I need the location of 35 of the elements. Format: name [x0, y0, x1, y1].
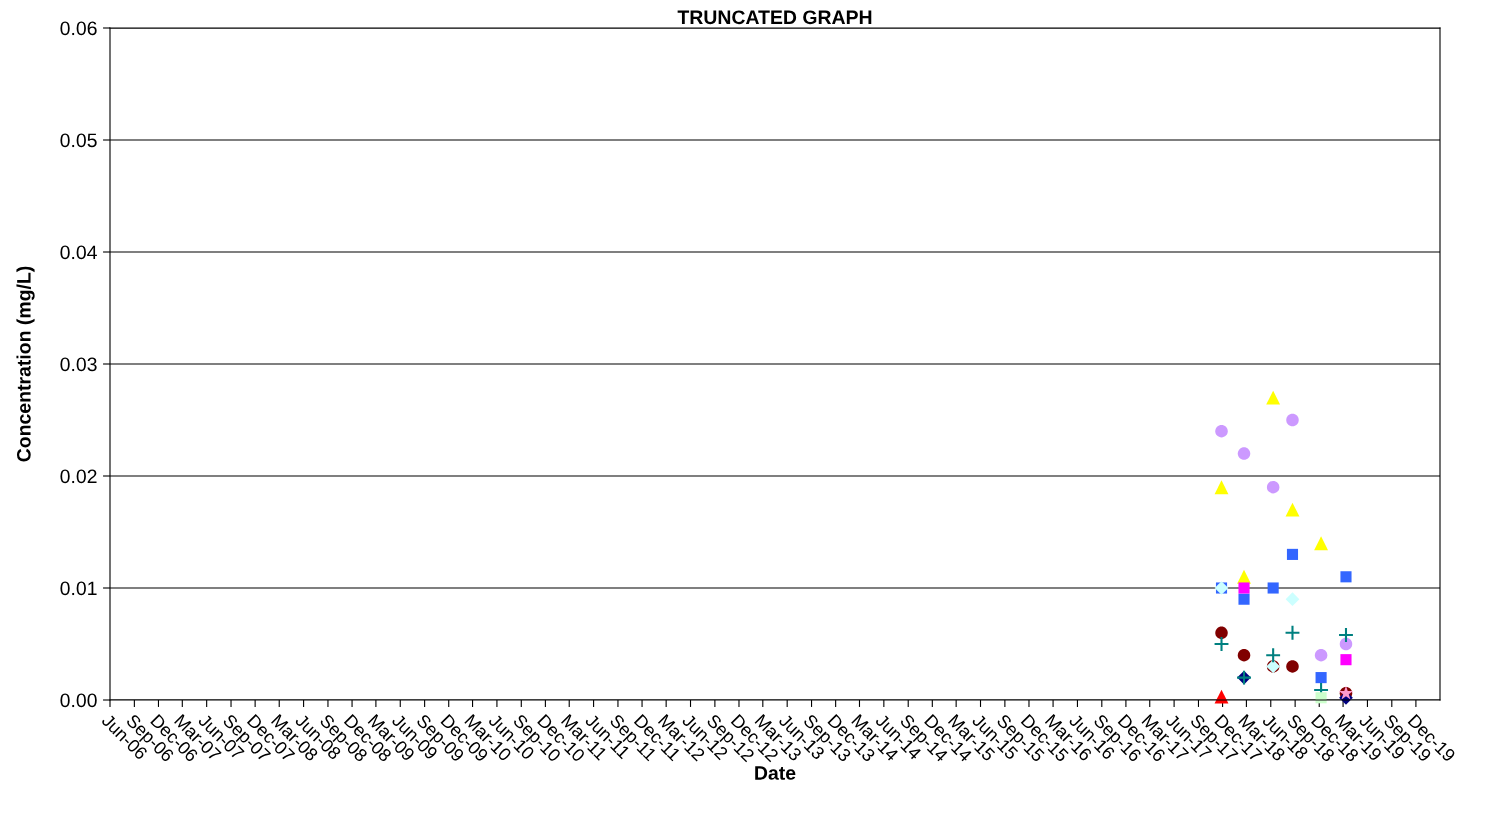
- point: [1237, 447, 1251, 460]
- point: [1340, 571, 1352, 583]
- point: [1285, 592, 1300, 607]
- point: [1314, 648, 1328, 662]
- point: [1286, 660, 1299, 673]
- point: [1215, 424, 1228, 438]
- point: [1213, 636, 1230, 652]
- y-tick-label: 0.05: [60, 133, 97, 148]
- point: [1265, 647, 1282, 664]
- point: [1340, 654, 1352, 666]
- point: [1266, 390, 1281, 405]
- point: [1267, 582, 1279, 594]
- point: [1338, 627, 1354, 644]
- point: [1286, 548, 1299, 560]
- point: [1215, 626, 1228, 640]
- chart-title: TRUNCATED GRAPH: [677, 10, 872, 25]
- point: [1339, 637, 1353, 651]
- y-tick-label: 0.03: [60, 357, 97, 372]
- y-tick-label: 0.06: [60, 21, 97, 36]
- x-axis-title: Date: [755, 766, 796, 780]
- y-axis-title: Concentration (mg/L): [16, 266, 35, 462]
- point: [1315, 672, 1327, 684]
- point: [1314, 536, 1329, 551]
- point: [1214, 480, 1229, 495]
- point: [1284, 624, 1301, 641]
- point: [1238, 593, 1250, 605]
- y-tick-label: 0.01: [60, 581, 97, 596]
- y-tick-label: 0.04: [60, 245, 97, 260]
- y-tick-label: 0.02: [60, 469, 97, 484]
- point: [1237, 648, 1251, 662]
- y-tick-label: 0.00: [60, 693, 97, 708]
- point: [1238, 582, 1250, 594]
- point: [1285, 502, 1300, 517]
- point: [1286, 413, 1299, 427]
- point: [1266, 480, 1280, 494]
